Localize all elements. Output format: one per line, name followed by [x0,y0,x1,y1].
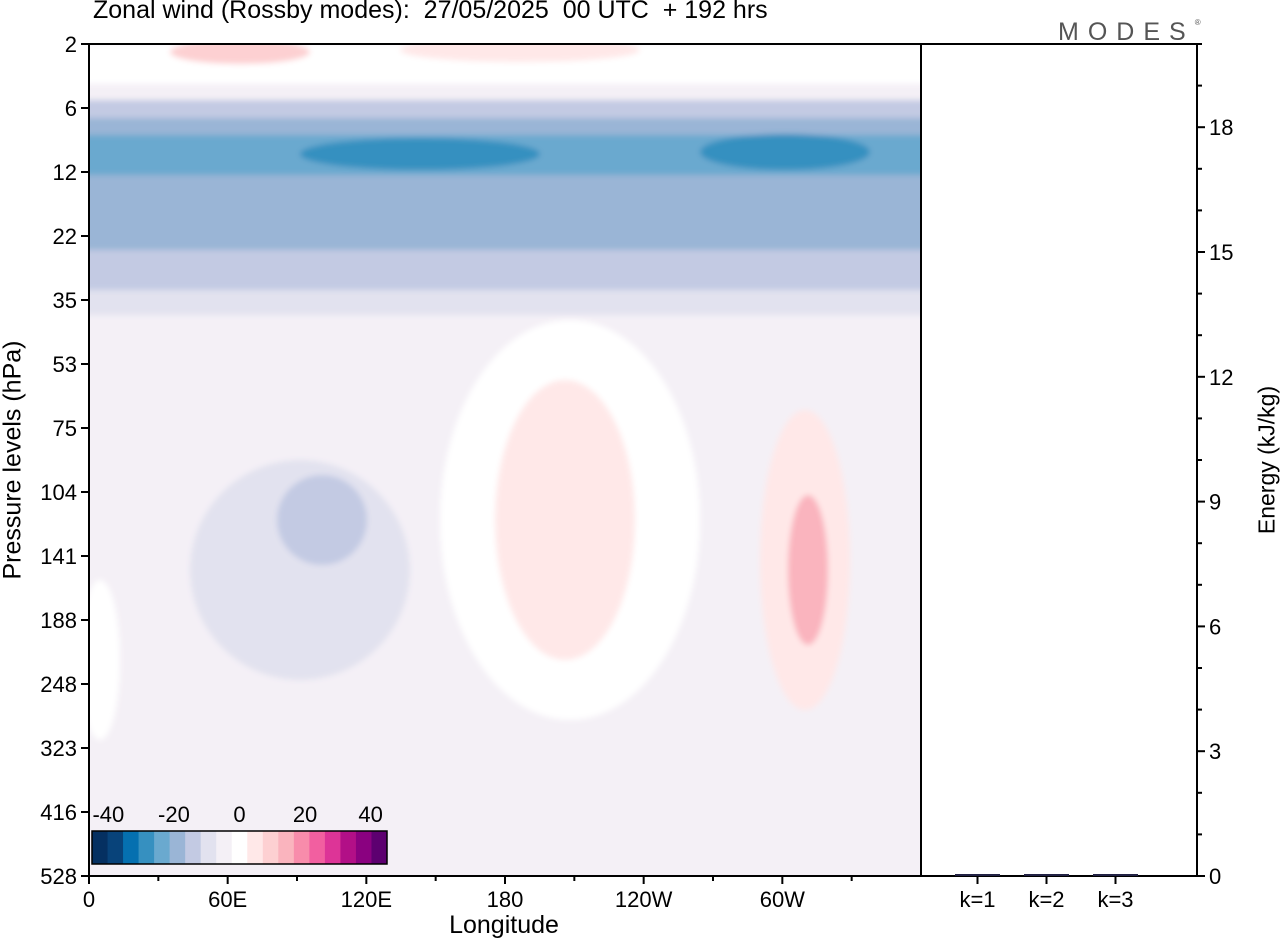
x-tick-label: 60W [760,887,805,912]
colorbar-swatch [200,831,217,864]
colorbar-swatch [340,831,357,864]
colorbar-swatch [231,831,248,864]
energy-tick-label: 6 [1209,614,1221,639]
y-tick-label: 323 [40,736,77,761]
y-tick-label: 53 [53,352,77,377]
colorbar-swatch [138,831,155,864]
colorbar-swatch [185,831,202,864]
energy-tick-label: 12 [1209,365,1233,390]
easterly-layer [89,290,921,315]
x-tick-label: 0 [83,887,95,912]
colorbar-swatch [247,831,264,864]
energy-tick-label: 3 [1209,739,1221,764]
easterly-layer [89,100,921,118]
colorbar-label: -20 [158,802,190,827]
modes-logo: MODES® [1058,18,1201,46]
energy-tick-label: 0 [1209,864,1221,889]
x-tick-label: 120W [615,887,673,912]
westerly-cell [89,580,120,740]
easterly-layer [89,315,921,345]
energy-tick-label: 18 [1209,115,1233,140]
colorbar-swatch [293,831,310,864]
energy-tick-label: 15 [1209,240,1233,265]
energy-tick-label: 9 [1209,490,1221,515]
y-tick-label: 6 [65,96,77,121]
x-tick-label: 180 [487,887,524,912]
colorbar-frame [91,830,388,865]
y-tick-label: 248 [40,672,77,697]
energy-axis: 0 3 6 9 12 15 18 [1197,43,1233,889]
easterly-layer [89,84,921,100]
x-tick-label: 60E [208,887,247,912]
colorbar-swatch [355,831,372,864]
y-tick-label: 141 [40,544,77,569]
wind-contour-field [89,44,921,876]
y-tick-label: 528 [40,864,77,889]
colorbar-swatch [107,831,124,864]
easterly-layer [89,118,921,135]
colorbar-swatch [216,831,233,864]
y-tick-label: 104 [40,480,77,505]
colorbar-swatch [324,831,341,864]
easterly-core [700,134,870,170]
easterly-core [277,475,367,565]
energy-bar [1024,874,1069,876]
bar-category-label: k=3 [1097,887,1133,912]
bar-category-label: k=1 [959,887,995,912]
colorbar-swatch [154,831,171,864]
colorbar-swatch [309,831,326,864]
y-tick-label: 188 [40,608,77,633]
colorbar-swatch [169,831,186,864]
westerly-core [788,495,828,645]
colorbar-swatch [262,831,279,864]
westerly-cell [495,380,635,660]
chart-title: Zonal wind (Rossby modes): 27/05/2025 00… [93,0,768,24]
y-tick-label: 2 [65,32,77,57]
colorbar-swatch [92,831,109,864]
energy-bar [1093,874,1138,876]
y-tick-label: 416 [40,800,77,825]
bar-category-label: k=2 [1028,887,1064,912]
easterly-cell [845,770,895,876]
easterly-core [300,138,540,170]
westerly-core [400,44,640,62]
westerly-core [170,44,310,64]
colorbar-label: 0 [233,802,245,827]
colorbar-swatch [123,831,140,864]
longitude-axis: 0 60E 120E 180 120W 60W [83,876,853,912]
energy-bar [955,874,1000,876]
energy-bars: k=1 k=2 k=3 [955,874,1138,912]
pressure-axis: 2 6 12 22 35 53 75 104 141 188 248 323 416 528 [40,32,89,889]
x-tick-label: 120E [341,887,392,912]
x-axis-label: Longitude [449,911,559,939]
colorbar-label: -40 [92,802,124,827]
colorbar-label: 40 [358,802,382,827]
easterly-layer [89,175,921,250]
y-tick-label: 35 [53,288,77,313]
energy-frame [920,43,1198,877]
y-tick-label: 12 [53,160,77,185]
colorbar-swatch [278,831,295,864]
easterly-layer [89,250,921,290]
colorbar-label: 20 [293,802,317,827]
colorbar-swatch [371,831,388,864]
y-tick-label: 22 [53,224,77,249]
y-tick-label: 75 [53,416,77,441]
colorbar-legend: -40 -20 0 20 40 [91,802,388,865]
